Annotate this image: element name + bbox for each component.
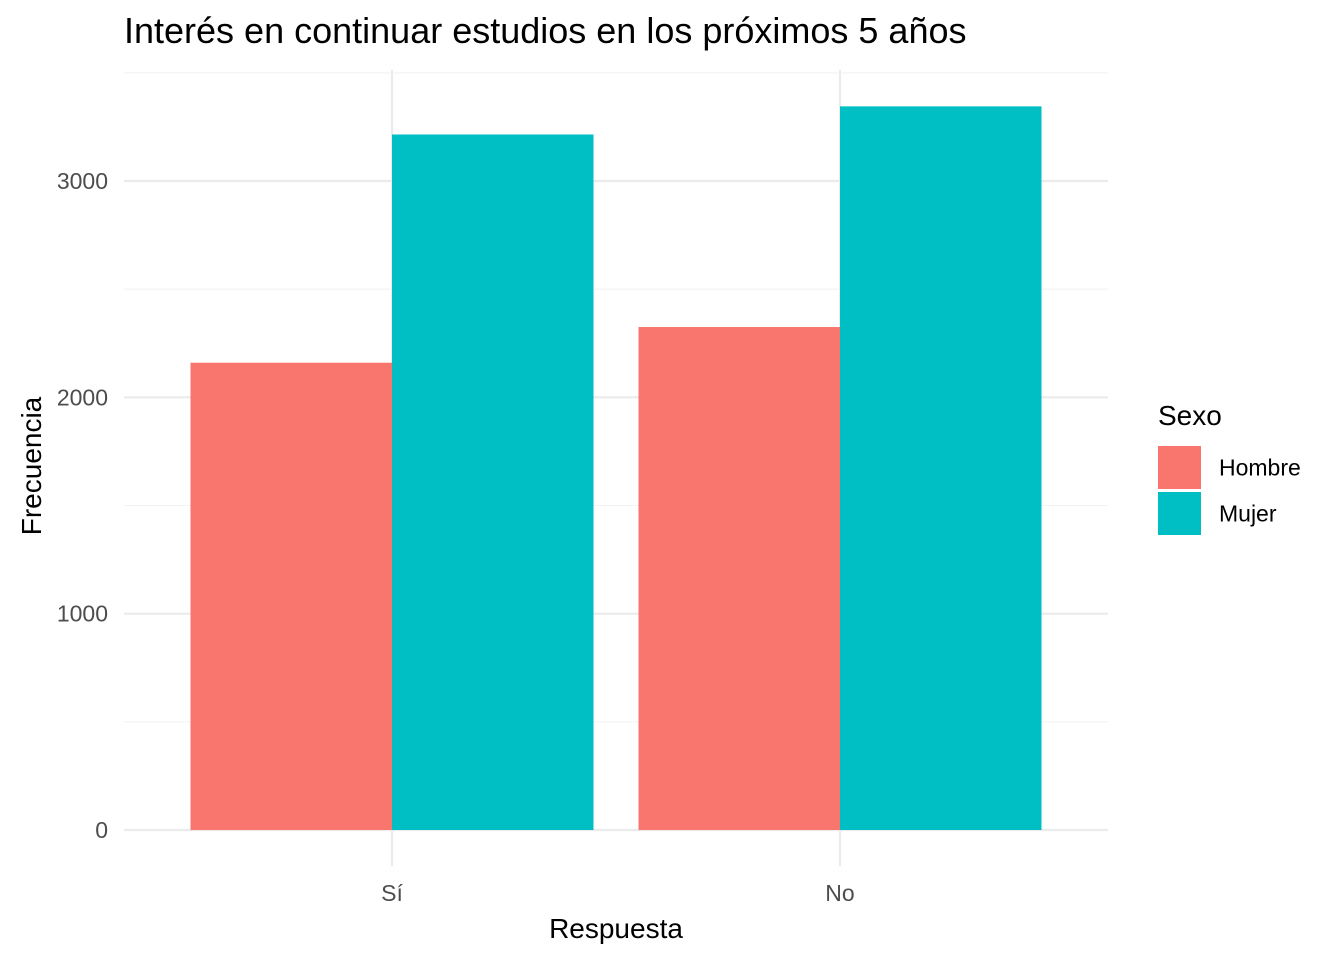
legend-items: Hombre Mujer [1158, 446, 1301, 535]
x-axis-title: Respuesta [549, 913, 683, 944]
bars [190, 106, 1042, 831]
legend-key-hombre [1158, 446, 1201, 489]
legend-title: Sexo [1158, 400, 1222, 431]
plot-area [124, 70, 1108, 866]
legend-key-mujer [1158, 492, 1201, 535]
chart-title: Interés en continuar estudios en los pró… [124, 10, 966, 51]
bar-mujer-1 [392, 134, 594, 830]
legend: Sexo Hombre Mujer [1158, 400, 1301, 535]
x-tick-label: No [825, 880, 854, 906]
y-tick-label: 1000 [57, 601, 108, 627]
y-tick-label: 2000 [57, 384, 108, 410]
y-axis-title: Frecuencia [16, 396, 47, 535]
legend-label-mujer: Mujer [1219, 501, 1277, 527]
y-tick-label: 3000 [57, 168, 108, 194]
y-axis-ticks: 0 1000 2000 3000 [57, 168, 108, 843]
bar-mujer-2 [840, 106, 1042, 831]
bar-hombre-2 [638, 327, 840, 830]
y-tick-label: 0 [95, 817, 108, 843]
x-tick-label: Sí [381, 880, 403, 906]
legend-label-hombre: Hombre [1219, 455, 1301, 481]
bar-hombre-1 [190, 362, 392, 830]
x-axis-ticks: Sí No [381, 880, 855, 906]
